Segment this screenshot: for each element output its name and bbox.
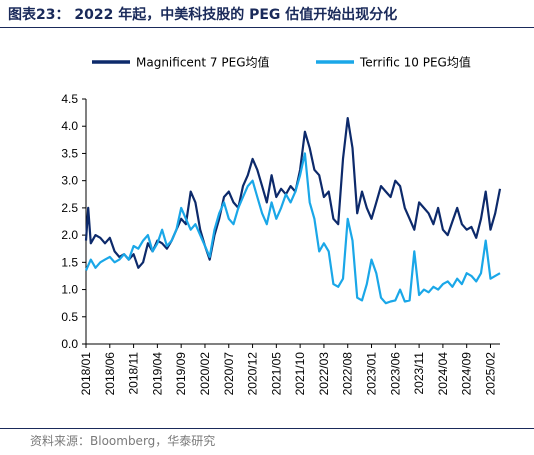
line-chart: Magnificent 7 PEG均值 Terrific 10 PEG均值 0.0… bbox=[61, 55, 502, 396]
footer-divider bbox=[0, 428, 534, 429]
x-tick-label: 2022/03 bbox=[317, 352, 331, 396]
legend-label: Terrific 10 PEG均值 bbox=[359, 55, 471, 70]
x-tick-label: 2019/09 bbox=[174, 352, 188, 396]
series-line-magnificent-7 bbox=[84, 117, 502, 269]
series-line-terrific-10 bbox=[84, 152, 501, 305]
x-tick-label: 2023/11 bbox=[412, 352, 426, 395]
source-note: 资料来源：Bloomberg，华泰研究 bbox=[30, 434, 216, 448]
y-axis: 0.0 0.5 1.0 1.5 2.0 2.5 3.0 3.5 4.0 4.5 bbox=[61, 92, 87, 351]
x-tick-label: 2021/10 bbox=[293, 352, 307, 396]
y-tick-label: 0.5 bbox=[61, 310, 78, 324]
x-tick-label: 2025/02 bbox=[483, 352, 497, 396]
y-tick-label: 4.5 bbox=[61, 92, 78, 106]
y-tick-label: 2.5 bbox=[61, 201, 78, 215]
series-lines bbox=[84, 117, 502, 305]
y-tick-label: 1.5 bbox=[61, 255, 78, 269]
y-tick-label: 3.0 bbox=[61, 174, 78, 188]
y-tick-label: 1.0 bbox=[61, 283, 78, 297]
x-tick-label: 2018/11 bbox=[127, 352, 141, 395]
x-tick-label: 2020/12 bbox=[246, 352, 260, 396]
x-tick-label: 2023/06 bbox=[388, 352, 402, 396]
y-tick-label: 0.0 bbox=[61, 337, 78, 351]
x-tick-label: 2021/05 bbox=[269, 352, 283, 396]
x-tick-label: 2019/04 bbox=[150, 352, 164, 396]
x-tick-label: 2020/02 bbox=[198, 352, 212, 396]
x-tick-label: 2024/04 bbox=[436, 352, 450, 396]
legend-item-magnificent-7: Magnificent 7 PEG均值 bbox=[92, 55, 270, 70]
legend-label: Magnificent 7 PEG均值 bbox=[136, 55, 270, 70]
y-tick-label: 2.0 bbox=[61, 228, 78, 242]
legend-item-terrific-10: Terrific 10 PEG均值 bbox=[316, 55, 471, 70]
title-divider bbox=[0, 27, 534, 28]
x-tick-label: 2024/09 bbox=[460, 352, 474, 396]
y-tick-label: 3.5 bbox=[61, 146, 78, 160]
x-tick-label: 2018/06 bbox=[103, 352, 117, 396]
x-tick-label: 2020/07 bbox=[222, 352, 236, 396]
legend: Magnificent 7 PEG均值 Terrific 10 PEG均值 bbox=[92, 55, 471, 70]
x-tick-label: 2018/01 bbox=[79, 352, 93, 396]
x-tick-label: 2022/08 bbox=[341, 352, 355, 396]
chart-title: 图表23： 2022 年起，中美科技股的 PEG 估值开始出现分化 bbox=[8, 7, 398, 23]
x-axis: 2018/01 2018/06 2018/11 2019/04 2019/09 2020/… bbox=[79, 343, 500, 396]
y-tick-label: 4.0 bbox=[61, 119, 78, 133]
x-tick-label: 2023/01 bbox=[365, 352, 379, 396]
